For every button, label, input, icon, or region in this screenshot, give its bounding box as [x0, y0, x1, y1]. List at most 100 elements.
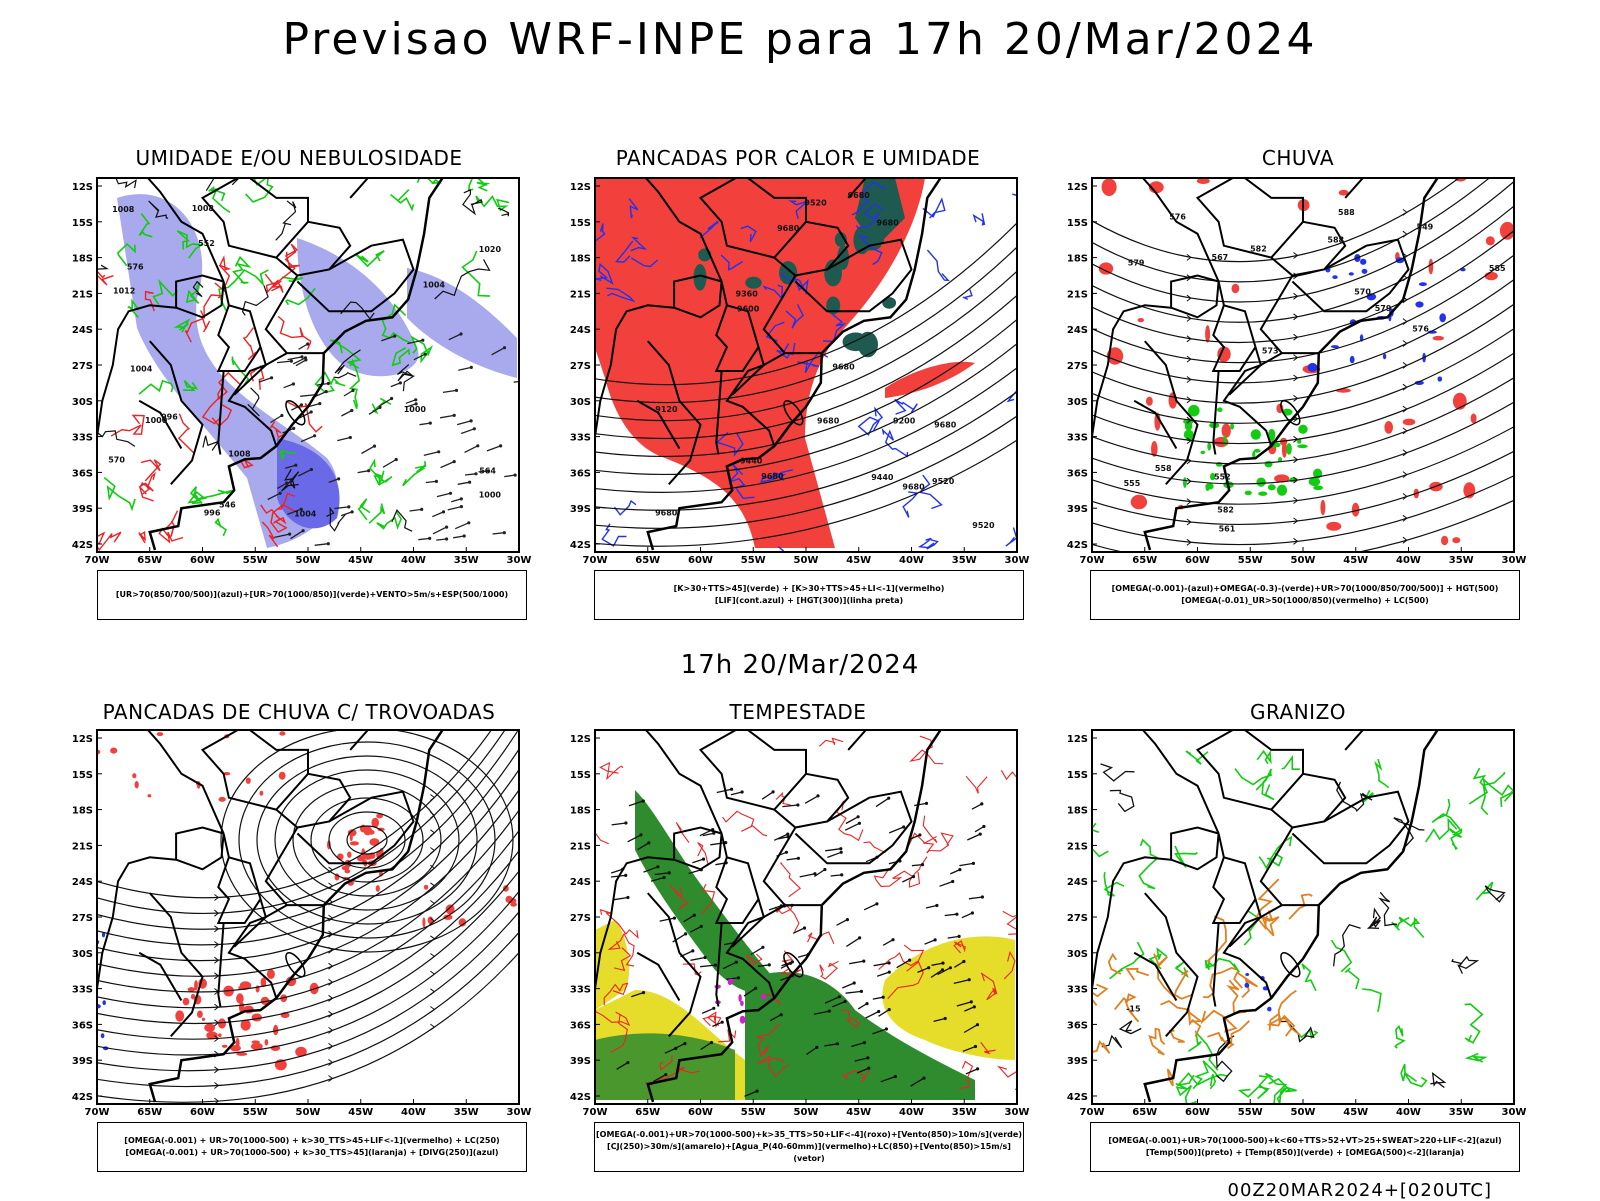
state-border: [1141, 730, 1220, 834]
contour-label: 558: [1155, 464, 1172, 473]
contour-label: 9520: [932, 477, 955, 486]
wind-vector: [962, 1045, 976, 1052]
wind-vector: [610, 868, 623, 874]
flow-arrow: [214, 909, 220, 917]
contour-label: 552: [1214, 473, 1231, 482]
height-contour: [595, 294, 1017, 440]
state-border: [762, 274, 822, 355]
lon-label: 35W: [952, 1107, 977, 1118]
vector-head: [303, 356, 308, 360]
contour-label: 549: [1417, 222, 1434, 231]
state-border: [349, 178, 370, 199]
vector-head: [924, 801, 929, 805]
lat-label: 15S: [1067, 218, 1088, 229]
lon-label: 65W: [635, 555, 660, 566]
wind-vector: [971, 803, 983, 810]
vector-head: [434, 479, 438, 483]
state-border: [847, 730, 868, 751]
temp850-contour: [1204, 957, 1240, 973]
wind-vector: [454, 522, 470, 530]
lon-label: 55W: [243, 1107, 268, 1118]
rain-blue: [1382, 353, 1387, 360]
rain-green: [1297, 444, 1308, 449]
green-contour: [183, 380, 199, 392]
lat-label: 27S: [570, 361, 591, 372]
temp500-contour: [1336, 781, 1373, 812]
wind-vector: [689, 925, 702, 933]
vector-head: [288, 532, 292, 536]
teal-fill: [837, 245, 849, 270]
wind-vector: [491, 347, 505, 356]
vector-head: [720, 1020, 724, 1024]
height-contour: [595, 342, 1017, 475]
contour-label: 570: [108, 456, 125, 465]
wind-vector: [804, 795, 819, 804]
flow-arrow: [1402, 318, 1408, 325]
wind-vector: [337, 436, 351, 442]
rain-red: [1485, 236, 1495, 246]
omega-orange: [1187, 1010, 1203, 1037]
green-contour: [376, 511, 403, 530]
temp850-contour: [1394, 1024, 1406, 1049]
panel-title-chuva: CHUVA: [1261, 146, 1335, 170]
wind-vector: [726, 977, 739, 980]
thunder-red: [349, 841, 359, 846]
wind-vector: [478, 470, 489, 473]
vector-head: [299, 403, 303, 407]
divergence-blue: [100, 1033, 105, 1039]
vector-head: [859, 989, 863, 993]
thunder-red: [134, 781, 139, 789]
lif-contour: [595, 262, 614, 285]
rain-red: [1151, 441, 1158, 457]
wind-vector: [827, 851, 842, 859]
wind-vector: [854, 1057, 869, 1062]
flow-arrow: [1186, 294, 1192, 302]
map-panel-pancadas-calor: 9680 9680 9680 9680 9680 9680 9520 9680 9680 9440…: [570, 177, 1029, 566]
vector-head: [394, 457, 398, 462]
water-contour: [819, 960, 839, 980]
wind-vector: [361, 445, 375, 455]
legend-line: [Temp(500)](preto) + [Temp(850)](verde) …: [1145, 1148, 1465, 1157]
temp850-contour: [1299, 1028, 1319, 1039]
wind-vector: [888, 826, 904, 834]
vector-head: [421, 338, 425, 342]
red-contour: [140, 459, 162, 482]
lat-label: 18S: [570, 806, 591, 817]
vector-head: [933, 938, 937, 942]
flow-arrow: [1402, 340, 1408, 347]
flow-arrow: [214, 1035, 220, 1042]
rain-red: [1428, 258, 1434, 275]
state-border: [731, 352, 786, 396]
pressure-contour: [115, 178, 137, 189]
state-border: [97, 304, 177, 437]
wind-vector: [914, 802, 927, 807]
wind-vector: [258, 377, 272, 383]
rain-blue: [1437, 376, 1443, 382]
flow-arrow: [1186, 538, 1192, 546]
flow-arrow: [328, 1059, 334, 1066]
flow-arrow: [214, 1082, 220, 1089]
height-contour: [1092, 229, 1514, 344]
temp500-contour: [1100, 763, 1135, 782]
wind-vector: [653, 1074, 667, 1083]
green-contour: [138, 379, 174, 395]
lif-contour: [606, 287, 636, 303]
vector-head: [524, 379, 527, 382]
streamline: [97, 951, 519, 1103]
omega-orange: [1233, 971, 1258, 999]
wind-vector: [712, 1021, 723, 1027]
wind-vector: [967, 833, 981, 841]
vector-head: [270, 376, 274, 380]
wind-vector: [643, 866, 659, 873]
thunder-red: [264, 1039, 269, 1046]
rain-green: [1286, 443, 1292, 455]
vector-head: [978, 832, 982, 836]
flow-arrow: [1402, 383, 1408, 391]
flow-arrow: [1402, 427, 1408, 435]
rain-green: [1230, 423, 1234, 430]
flow-arrow: [1186, 335, 1192, 343]
lat-label: 30S: [570, 397, 591, 408]
state-border: [1212, 922, 1220, 1007]
water-contour: [818, 737, 844, 747]
teal-fill: [824, 259, 842, 287]
